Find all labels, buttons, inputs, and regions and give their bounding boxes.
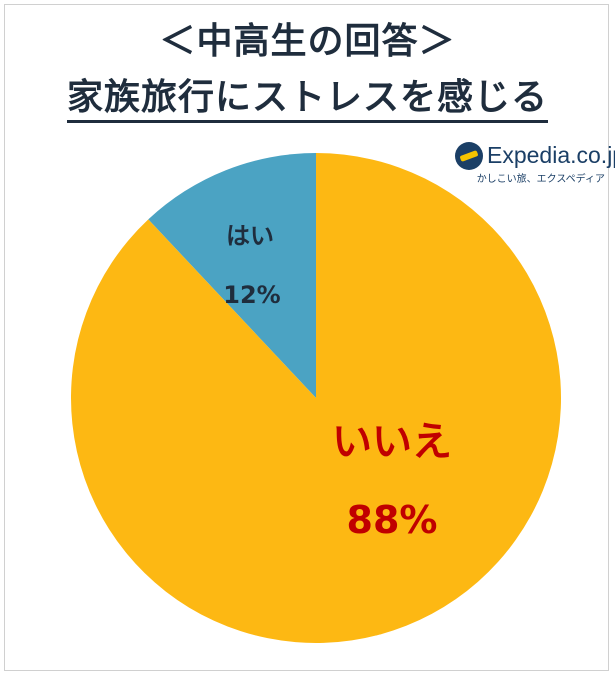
expedia-globe-plane-icon [455,142,483,170]
expedia-logo: Expedia.co.jp かしこい旅、エクスペディア [455,136,615,186]
slice-value-yes: 12% [223,281,280,309]
title-line-1: ＜中高生の回答＞ [159,21,456,62]
slice-label-yes: はい [226,222,274,250]
title-line-2-text: 家族旅行にストレスを感じる [66,77,548,123]
slice-label-no: いいえ [332,419,452,465]
pie-slices [70,153,561,643]
pie-labels: はい 12% いいえ 88% [223,222,452,542]
title-line-2: 家族旅行にストレスを感じる [0,68,615,123]
pie-slice-no [70,153,561,643]
slice-value-no: 88% [347,498,438,542]
logo-tagline: かしこい旅、エクスペディア [476,174,605,185]
logo-brand-text: Expedia.co.jp [487,142,615,168]
pie-slice-yes [148,153,316,398]
